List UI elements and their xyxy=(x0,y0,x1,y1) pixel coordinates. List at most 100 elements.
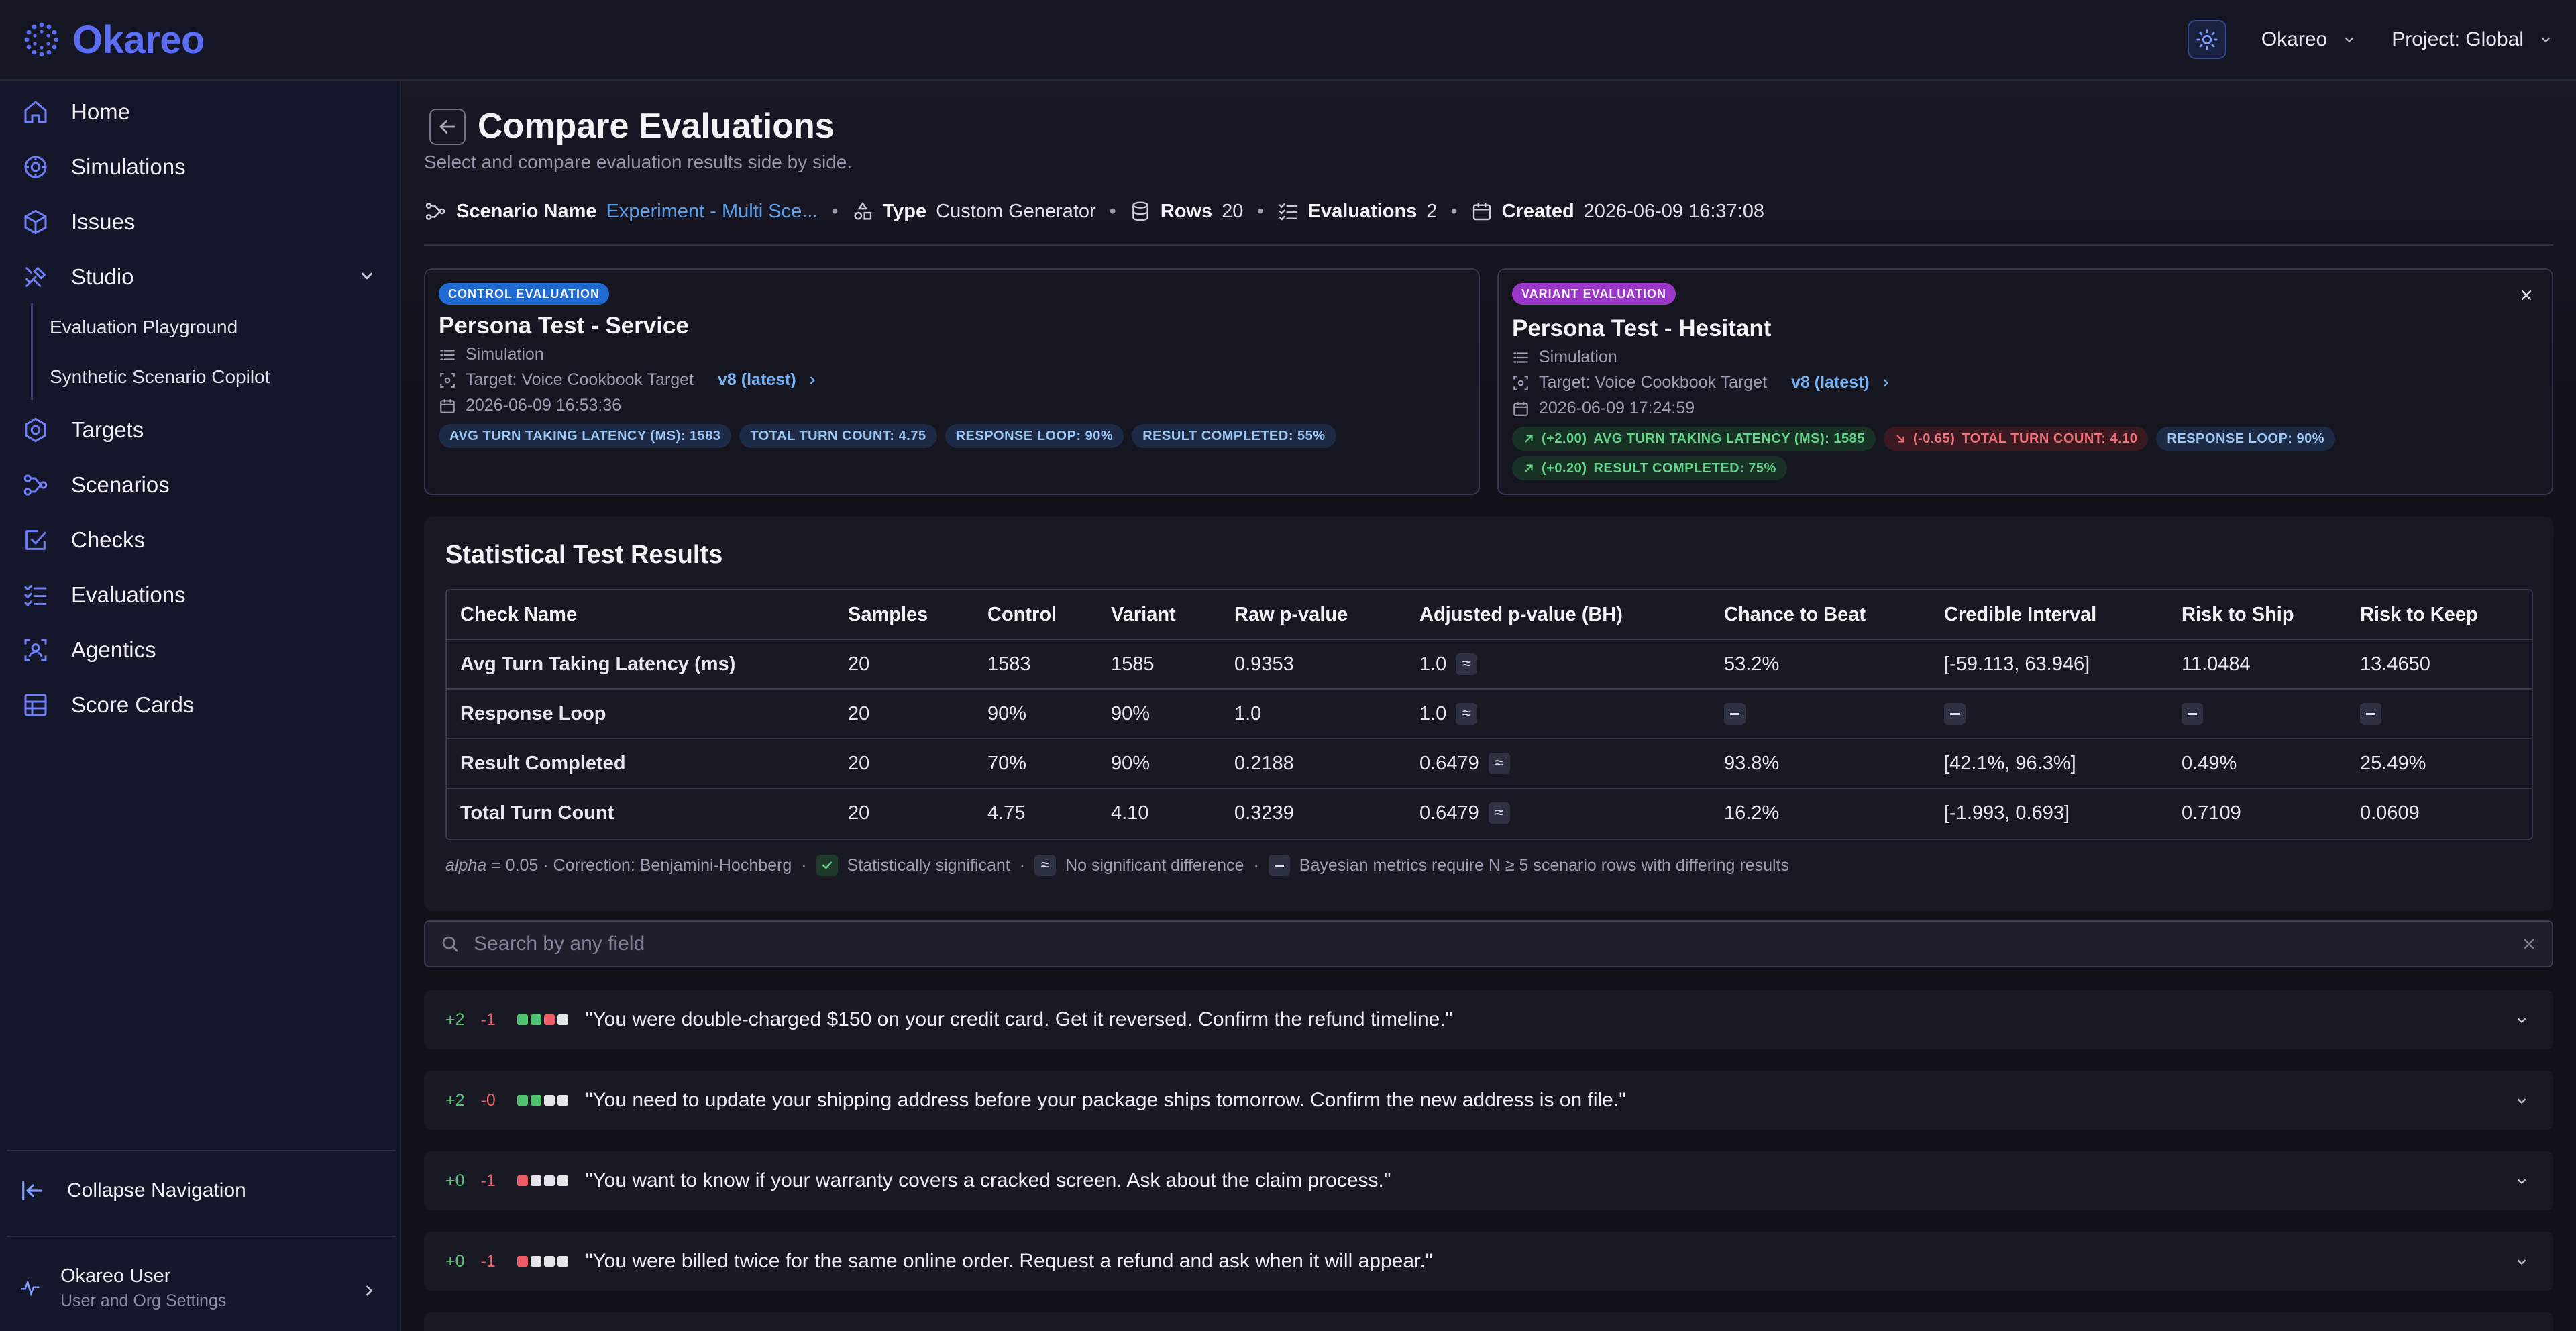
submenu-rail xyxy=(31,303,33,400)
column-header[interactable]: Adjusted p-value (BH) xyxy=(1419,603,1623,625)
column-header[interactable]: Samples xyxy=(848,603,928,625)
target-version-link[interactable]: v8 (latest) xyxy=(718,370,796,389)
sidebar-item-score-cards[interactable]: Score Cards xyxy=(20,690,194,721)
project-select[interactable]: Project: Global xyxy=(2392,28,2553,51)
user-settings[interactable]: Okareo User User and Org Settings xyxy=(20,1265,226,1311)
studio-icon xyxy=(20,262,51,292)
no-difference-icon: ≈ xyxy=(1456,653,1478,675)
control-evaluation-card[interactable]: CONTROL EVALUATION Persona Test - Servic… xyxy=(424,268,1480,495)
stats-table: Check Name Samples Control Variant Raw p… xyxy=(445,589,2533,840)
result-dots xyxy=(517,1175,568,1186)
pass-count: +2 xyxy=(445,1090,465,1110)
column-header[interactable]: Control xyxy=(987,603,1057,625)
table-row: Avg Turn Taking Latency (ms) 20 1583 158… xyxy=(447,640,2532,690)
metric-label: RESPONSE LOOP: 90% xyxy=(2167,431,2325,446)
sidebar-item-checks[interactable]: Checks xyxy=(20,525,145,555)
sidebar-item-scenarios[interactable]: Scenarios xyxy=(20,470,170,500)
brand[interactable]: Okareo xyxy=(23,17,205,62)
column-header[interactable]: Variant xyxy=(1111,603,1176,625)
org-select[interactable]: Okareo xyxy=(2261,28,2357,51)
chevron-right-icon[interactable] xyxy=(360,1281,378,1300)
chevron-down-icon[interactable] xyxy=(2514,1255,2529,1269)
sidebar-item-agentics[interactable]: Agentics xyxy=(20,635,156,666)
arrow-down-right-icon xyxy=(1894,433,1907,445)
sidebar-item-label: Scenarios xyxy=(71,472,170,497)
sidebar-item-home[interactable]: Home xyxy=(20,97,130,127)
sidebar-item-issues[interactable]: Issues xyxy=(20,207,135,237)
meta-separator: • xyxy=(1109,200,1116,222)
variant-evaluation-card[interactable]: VARIANT EVALUATION Persona Test - Hesita… xyxy=(1497,268,2553,495)
column-header[interactable]: Raw p-value xyxy=(1234,603,1348,625)
risk-ship-cell: 0.7109 xyxy=(2182,802,2241,824)
metric-pill: (-0.65) TOTAL TURN COUNT: 4.10 xyxy=(1883,427,2149,451)
raw-p-cell: 0.9353 xyxy=(1234,653,1294,675)
theme-toggle-button[interactable] xyxy=(2187,20,2226,59)
adjusted-p-cell: 1.0 ≈ xyxy=(1419,640,1478,688)
sidebar-subitem-synthetic-scenario-copilot[interactable]: Synthetic Scenario Copilot xyxy=(50,366,270,387)
evaluations-value: 2 xyxy=(1426,200,1438,222)
chevron-right-icon[interactable] xyxy=(806,374,819,387)
scenario-row[interactable]: +2 -1 "You were double-charged $150 on y… xyxy=(424,990,2553,1049)
chevron-down-icon[interactable] xyxy=(2514,1094,2529,1108)
scenario-row[interactable]: +2 -0 "You need to update your shipping … xyxy=(424,1071,2553,1130)
meta-separator: • xyxy=(1256,200,1264,222)
search-bar[interactable] xyxy=(424,920,2553,967)
home-icon xyxy=(20,97,51,127)
target-label: Target: Voice Cookbook Target xyxy=(1539,373,1768,392)
control-cell: 70% xyxy=(987,752,1027,774)
sidebar-item-evaluations[interactable]: Evaluations xyxy=(20,580,186,610)
column-header[interactable]: Risk to Keep xyxy=(2360,603,2478,625)
sidebar-item-targets[interactable]: Targets xyxy=(20,415,144,445)
sidebar-subitem-evaluation-playground[interactable]: Evaluation Playground xyxy=(50,317,238,337)
scenario-text: "You want to know if your warranty cover… xyxy=(585,1169,1391,1191)
sidebar-item-label: Agentics xyxy=(71,637,156,662)
chance-cell: 53.2% xyxy=(1724,653,1780,675)
target-label: Target: Voice Cookbook Target xyxy=(466,370,694,389)
scenario-row[interactable]: +0 -1 "You were billed twice for the sam… xyxy=(424,1232,2553,1291)
close-icon[interactable] xyxy=(2518,287,2534,303)
interval-cell: [-1.993, 0.693] xyxy=(1944,802,2070,824)
back-button[interactable] xyxy=(429,109,466,145)
metric-pill: RESPONSE LOOP: 90% xyxy=(945,424,1124,448)
column-header[interactable]: Credible Interval xyxy=(1944,603,2097,625)
chevron-down-icon[interactable] xyxy=(2514,1174,2529,1189)
scenario-row-partial[interactable] xyxy=(424,1312,2553,1331)
target-scan-icon xyxy=(1512,374,1529,392)
calendar-icon xyxy=(1471,201,1493,222)
sidebar-item-studio[interactable]: Studio xyxy=(20,262,134,292)
type-value: Custom Generator xyxy=(936,200,1096,222)
created-label: Created xyxy=(1501,200,1574,222)
chevron-down-icon[interactable] xyxy=(357,266,377,286)
chevron-right-icon[interactable] xyxy=(1879,376,1892,390)
variant-evaluation-date: 2026-06-09 17:24:59 xyxy=(1512,398,1695,418)
variant-cell: 4.10 xyxy=(1111,802,1149,824)
target-version-link[interactable]: v8 (latest) xyxy=(1791,373,1870,392)
sidebar-item-simulations[interactable]: Simulations xyxy=(20,152,186,182)
metric-pill: (+0.20) RESULT COMPLETED: 75% xyxy=(1512,456,1787,480)
control-evaluation-title: Persona Test - Service xyxy=(439,313,689,339)
chevron-down-icon xyxy=(2538,32,2553,47)
list-check-icon xyxy=(1277,201,1299,222)
collapse-navigation-button[interactable]: Collapse Navigation xyxy=(20,1178,246,1204)
result-dot xyxy=(543,1095,555,1106)
scenario-row[interactable]: +0 -1 "You want to know if your warranty… xyxy=(424,1151,2553,1210)
search-input[interactable] xyxy=(474,933,2508,955)
column-header[interactable]: Check Name xyxy=(460,603,578,625)
result-dots xyxy=(517,1256,568,1267)
column-header[interactable]: Risk to Ship xyxy=(2182,603,2294,625)
metric-delta: (+2.00) xyxy=(1542,431,1587,446)
page-title: Compare Evaluations xyxy=(478,107,835,146)
pulse-icon xyxy=(20,1278,40,1298)
list-check-icon xyxy=(20,580,51,610)
logo-icon xyxy=(23,21,60,58)
column-header[interactable]: Chance to Beat xyxy=(1724,603,1866,625)
arrow-left-icon xyxy=(436,115,459,138)
clear-icon[interactable] xyxy=(2521,936,2537,952)
alpha-label: alpha xyxy=(445,855,487,875)
chevron-down-icon[interactable] xyxy=(2514,1013,2529,1028)
table-header-row: Check Name Samples Control Variant Raw p… xyxy=(447,590,2532,640)
result-dot xyxy=(557,1095,568,1106)
variant-cell: 90% xyxy=(1111,702,1150,725)
control-metric-pills: AVG TURN TAKING LATENCY (MS): 1583 TOTAL… xyxy=(439,424,1336,448)
scenario-name-link[interactable]: Experiment - Multi Sce... xyxy=(606,200,818,222)
